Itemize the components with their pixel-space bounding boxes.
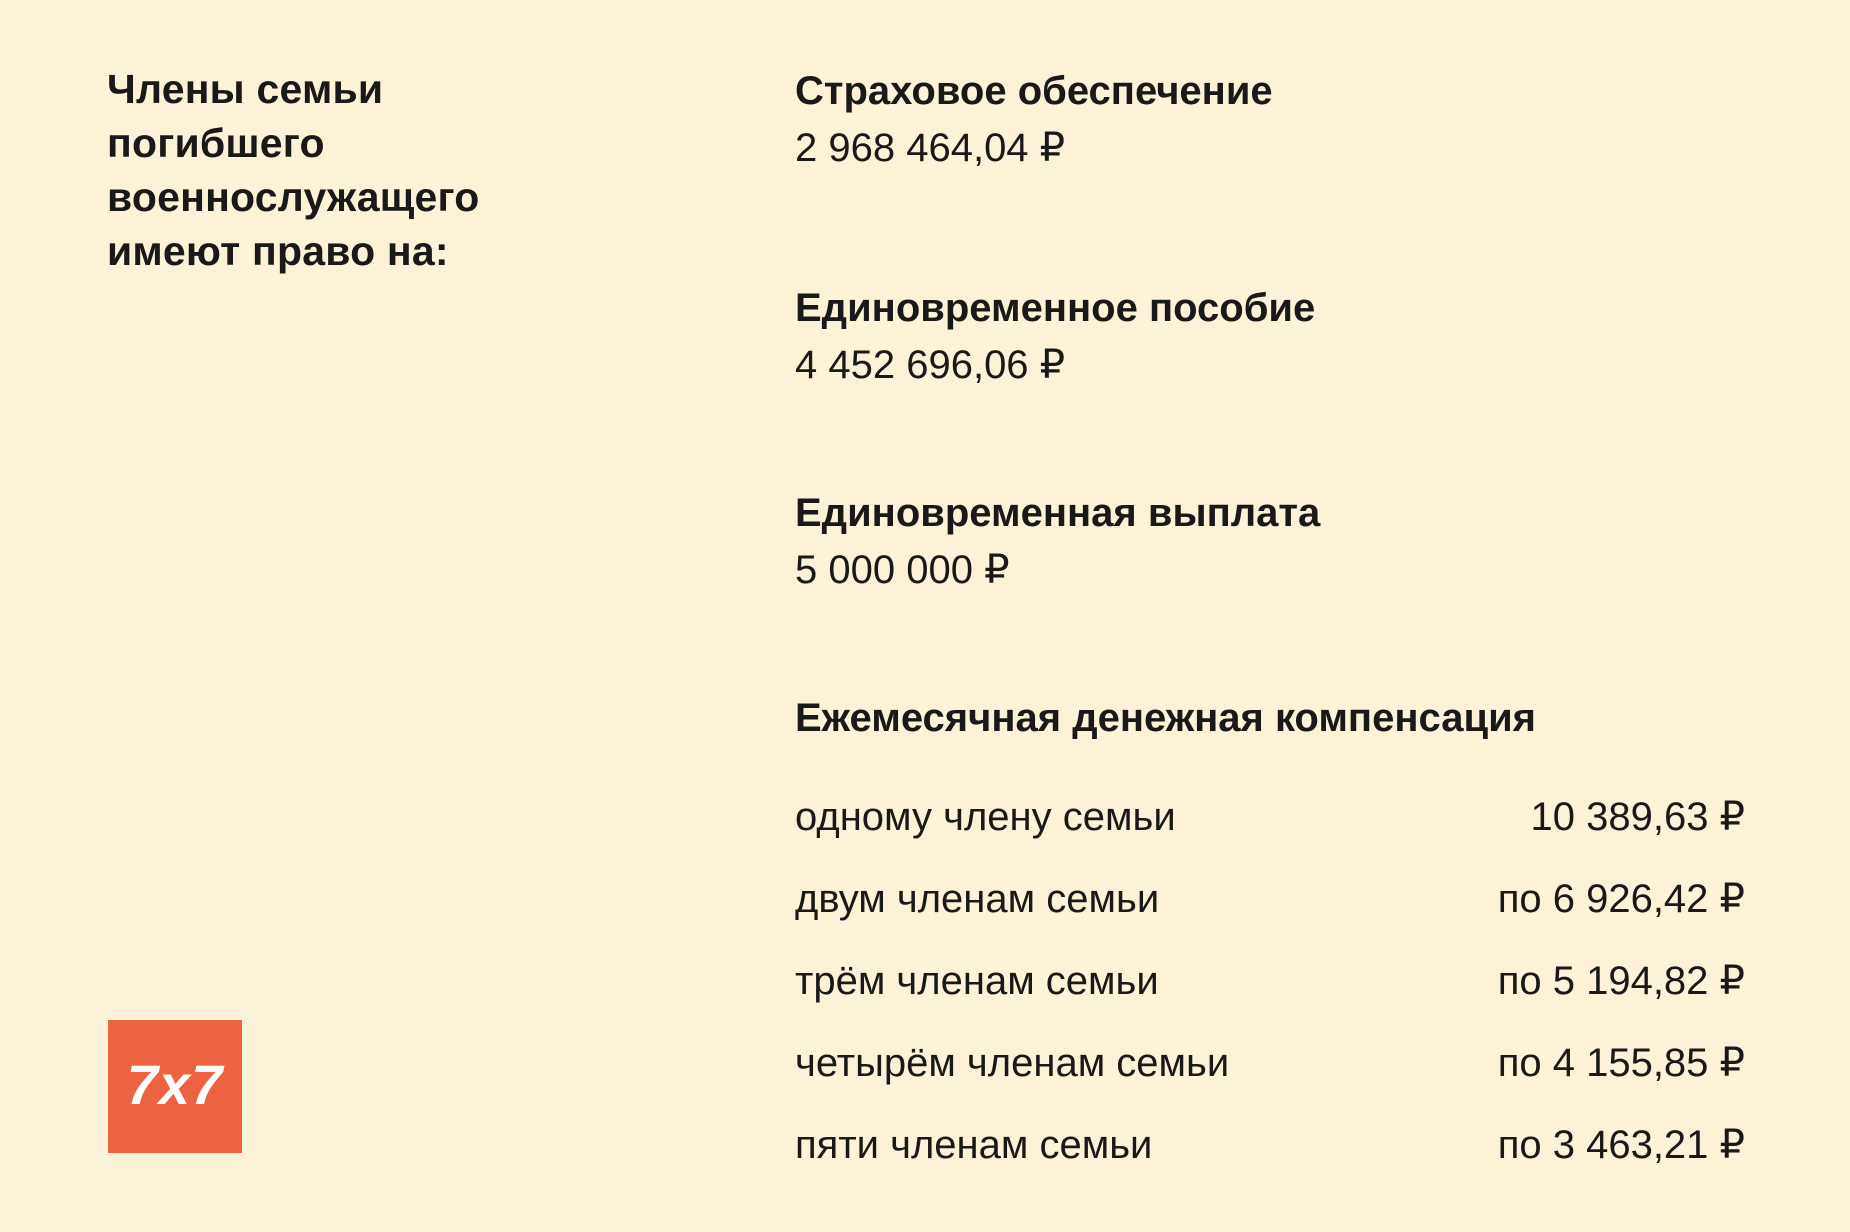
row-value: 10 389,63 ₽ xyxy=(1530,795,1745,839)
row-value: по 3 463,21 ₽ xyxy=(1497,1123,1745,1167)
row-label: трём членам семьи xyxy=(795,958,1159,1003)
table-row: одному члену семьи 10 389,63 ₽ xyxy=(795,776,1745,858)
benefit-amount: 2 968 464,04 ₽ xyxy=(795,126,1066,170)
page-title-line: имеют право на: xyxy=(107,228,449,274)
benefit-amount: 5 000 000 ₽ xyxy=(795,548,1010,592)
benefit-section-insurance: Страховое обеспечение 2 968 464,04 ₽ xyxy=(795,63,1745,177)
benefit-title: Единовременная выплата xyxy=(795,491,1321,535)
page-title-line: погибшего xyxy=(107,120,325,166)
benefit-section-one-time-payment: Единовременная выплата 5 000 000 ₽ xyxy=(795,485,1745,599)
compensation-table: одному члену семьи 10 389,63 ₽ двум член… xyxy=(795,776,1745,1186)
row-value: по 6 926,42 ₽ xyxy=(1497,877,1745,921)
page-title-line: Члены семьи xyxy=(107,66,384,112)
table-row: трём членам семьи по 5 194,82 ₽ xyxy=(795,940,1745,1022)
row-label: четырём членам семьи xyxy=(795,1040,1230,1085)
benefit-section-lump-sum-allowance: Единовременное пособие 4 452 696,06 ₽ xyxy=(795,280,1745,394)
row-value: по 4 155,85 ₽ xyxy=(1497,1041,1745,1085)
benefit-title: Единовременное пособие xyxy=(795,286,1316,330)
benefit-amount: 4 452 696,06 ₽ xyxy=(795,343,1066,387)
row-value: по 5 194,82 ₽ xyxy=(1497,959,1745,1003)
table-row: пяти членам семьи по 3 463,21 ₽ xyxy=(795,1104,1745,1186)
row-label: двум членам семьи xyxy=(795,876,1160,921)
monthly-compensation-title: Ежемесячная денежная компенсация xyxy=(795,696,1536,740)
benefits-column: Страховое обеспечение 2 968 464,04 ₽ Еди… xyxy=(795,0,1745,1232)
page-title-line: военнослужащего xyxy=(107,174,480,220)
page-title: Члены семьи погибшего военнослужащего им… xyxy=(107,62,667,278)
benefit-title: Страховое обеспечение xyxy=(795,69,1273,113)
table-row: двум членам семьи по 6 926,42 ₽ xyxy=(795,858,1745,940)
logo-7x7-text: 7x7 xyxy=(126,1053,224,1116)
table-row: четырём членам семьи по 4 155,85 ₽ xyxy=(795,1022,1745,1104)
row-label: пяти членам семьи xyxy=(795,1122,1153,1167)
row-label: одному члену семьи xyxy=(795,794,1176,839)
logo-7x7-badge: 7x7 xyxy=(108,1020,242,1153)
